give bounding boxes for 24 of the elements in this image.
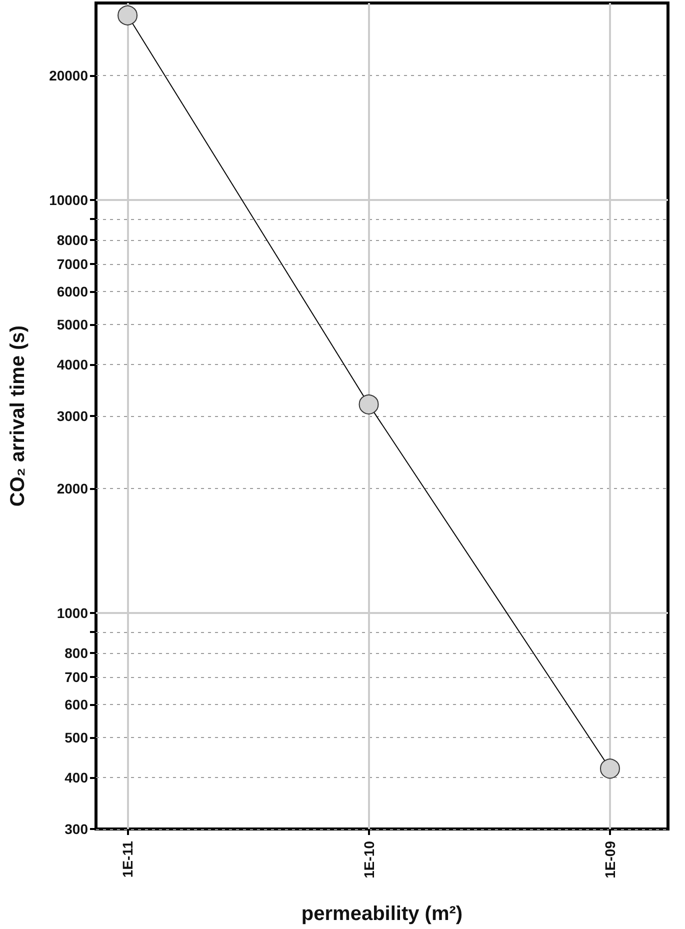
y-tick-label: 300 [64, 821, 88, 837]
y-tick-label: 7000 [56, 256, 88, 272]
y-tick-label: 6000 [56, 284, 88, 300]
x-tick-label: 1E-11 [120, 840, 136, 878]
y-tick-label: 400 [64, 769, 88, 786]
y-axis-title: CO₂ arrival time (s) [7, 325, 29, 507]
point [118, 5, 138, 26]
point [600, 758, 620, 779]
y-tick-label: 800 [64, 645, 88, 662]
y-tick-label: 3000 [56, 408, 88, 424]
y-tick-label: 600 [64, 696, 88, 713]
x-axis-title: permeability (m²) [301, 903, 463, 925]
y-tick-label: 1000 [56, 605, 88, 622]
y-tick-label: 8000 [56, 232, 88, 248]
y-tick-label: 2000 [56, 480, 88, 497]
y-tick-label: 10000 [49, 192, 88, 208]
y-tick-label: 500 [64, 729, 88, 746]
x-tick-label: 1E-10 [360, 840, 377, 878]
y-tick-label: 5000 [56, 316, 88, 332]
point [358, 394, 379, 414]
y-tick-label: 4000 [56, 356, 88, 372]
x-tick-label: 1E-09 [602, 840, 618, 878]
y-tick-label: 20000 [49, 68, 88, 84]
y-tick-label: 700 [64, 669, 88, 686]
